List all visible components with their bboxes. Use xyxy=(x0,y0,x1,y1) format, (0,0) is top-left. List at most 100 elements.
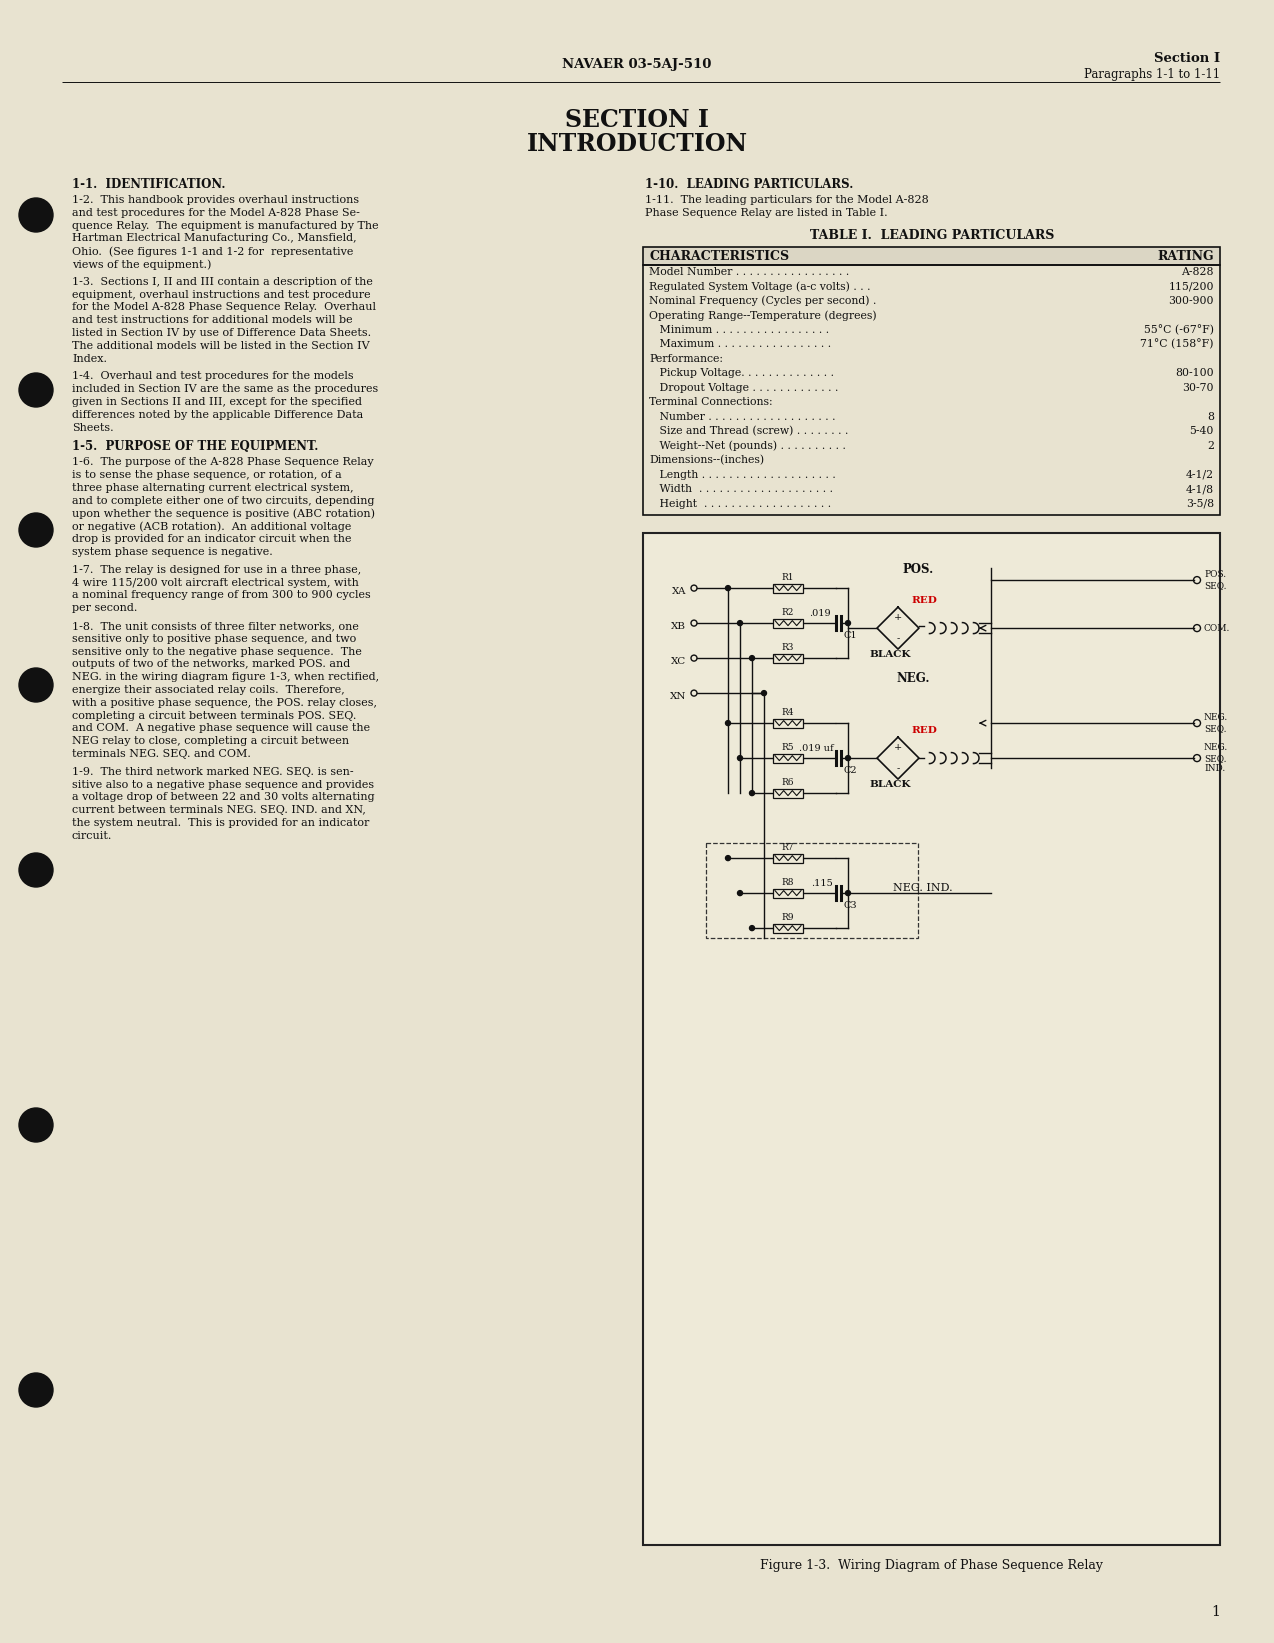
Text: NEG relay to close, completing a circuit between: NEG relay to close, completing a circuit… xyxy=(73,736,349,746)
Text: R7: R7 xyxy=(782,843,794,851)
Text: NEG. IND.: NEG. IND. xyxy=(893,882,953,894)
Text: 1-7.  The relay is designed for use in a three phase,: 1-7. The relay is designed for use in a … xyxy=(73,565,362,575)
Circle shape xyxy=(749,925,754,930)
Text: Model Number . . . . . . . . . . . . . . . . .: Model Number . . . . . . . . . . . . . .… xyxy=(648,266,850,276)
Text: NEG.: NEG. xyxy=(896,672,930,685)
Bar xyxy=(773,754,803,762)
Text: Operating Range--Temperature (degrees): Operating Range--Temperature (degrees) xyxy=(648,311,877,320)
Text: NEG.
SEQ.
IND.: NEG. SEQ. IND. xyxy=(1204,743,1228,772)
Text: R8: R8 xyxy=(782,877,794,887)
Text: current between terminals NEG. SEQ. IND. and XN,: current between terminals NEG. SEQ. IND.… xyxy=(73,805,366,815)
Text: R2: R2 xyxy=(782,608,794,616)
Bar xyxy=(773,718,803,728)
Bar xyxy=(773,789,803,797)
Circle shape xyxy=(19,1374,54,1406)
Circle shape xyxy=(762,690,767,695)
Circle shape xyxy=(725,856,730,861)
Text: Section I: Section I xyxy=(1154,53,1220,66)
Text: INTRODUCTION: INTRODUCTION xyxy=(526,131,748,156)
Text: Dropout Voltage . . . . . . . . . . . . .: Dropout Voltage . . . . . . . . . . . . … xyxy=(648,383,838,393)
Bar xyxy=(643,532,1220,1544)
Text: 71°C (158°F): 71°C (158°F) xyxy=(1140,338,1214,350)
Text: XC: XC xyxy=(670,657,685,665)
Text: sensitive only to positive phase sequence, and two: sensitive only to positive phase sequenc… xyxy=(73,634,357,644)
Text: 1-9.  The third network marked NEG. SEQ. is sen-: 1-9. The third network marked NEG. SEQ. … xyxy=(73,767,354,777)
Text: XN: XN xyxy=(670,692,685,700)
Circle shape xyxy=(19,853,54,887)
Text: C2: C2 xyxy=(843,766,856,775)
Text: NAVAER 03-5AJ-510: NAVAER 03-5AJ-510 xyxy=(562,58,712,71)
Text: A-828: A-828 xyxy=(1181,266,1214,276)
Text: R5: R5 xyxy=(782,743,794,751)
Circle shape xyxy=(749,790,754,795)
Text: SECTION I: SECTION I xyxy=(564,108,710,131)
Circle shape xyxy=(19,513,54,547)
Text: BLACK: BLACK xyxy=(869,651,911,659)
Text: Weight--Net (pounds) . . . . . . . . . .: Weight--Net (pounds) . . . . . . . . . . xyxy=(648,440,846,452)
Text: and COM.  A negative phase sequence will cause the: and COM. A negative phase sequence will … xyxy=(73,723,371,733)
Bar xyxy=(773,654,803,662)
Circle shape xyxy=(749,656,754,660)
Text: Ohio.  (See figures 1-1 and 1-2 for  representative: Ohio. (See figures 1-1 and 1-2 for repre… xyxy=(73,246,353,256)
Text: 2: 2 xyxy=(1206,440,1214,450)
Text: with a positive phase sequence, the POS. relay closes,: with a positive phase sequence, the POS.… xyxy=(73,698,377,708)
Text: Pickup Voltage. . . . . . . . . . . . . .: Pickup Voltage. . . . . . . . . . . . . … xyxy=(648,368,834,378)
Text: Figure 1-3.  Wiring Diagram of Phase Sequence Relay: Figure 1-3. Wiring Diagram of Phase Sequ… xyxy=(761,1559,1103,1572)
Text: -: - xyxy=(897,764,899,774)
Circle shape xyxy=(846,756,851,761)
Text: NEG.
SEQ.: NEG. SEQ. xyxy=(1204,713,1228,733)
Text: The additional models will be listed in the Section IV: The additional models will be listed in … xyxy=(73,340,369,352)
Circle shape xyxy=(19,199,54,232)
Text: +: + xyxy=(894,743,902,752)
Bar xyxy=(773,619,803,628)
Text: 8: 8 xyxy=(1206,412,1214,422)
Text: 1-6.  The purpose of the A-828 Phase Sequence Relay: 1-6. The purpose of the A-828 Phase Sequ… xyxy=(73,457,373,467)
Text: 1-5.  PURPOSE OF THE EQUIPMENT.: 1-5. PURPOSE OF THE EQUIPMENT. xyxy=(73,440,318,453)
Text: R1: R1 xyxy=(782,573,794,582)
Text: 1-2.  This handbook provides overhaul instructions: 1-2. This handbook provides overhaul ins… xyxy=(73,196,359,205)
Circle shape xyxy=(738,621,743,626)
Text: 55°C (-67°F): 55°C (-67°F) xyxy=(1144,325,1214,335)
Text: Width  . . . . . . . . . . . . . . . . . . . .: Width . . . . . . . . . . . . . . . . . … xyxy=(648,485,833,495)
Text: 30-70: 30-70 xyxy=(1182,383,1214,393)
Text: Paragraphs 1-1 to 1-11: Paragraphs 1-1 to 1-11 xyxy=(1084,67,1220,81)
Text: XB: XB xyxy=(671,621,685,631)
Text: XA: XA xyxy=(671,587,685,596)
Text: POS.
SEQ.: POS. SEQ. xyxy=(1204,570,1227,590)
Text: and test instructions for additional models will be: and test instructions for additional mod… xyxy=(73,315,353,325)
Text: Size and Thread (screw) . . . . . . . .: Size and Thread (screw) . . . . . . . . xyxy=(648,426,848,437)
Text: .019: .019 xyxy=(809,610,831,618)
Text: .115: .115 xyxy=(812,879,833,889)
Circle shape xyxy=(846,891,851,895)
Text: Phase Sequence Relay are listed in Table I.: Phase Sequence Relay are listed in Table… xyxy=(645,207,888,219)
Text: circuit.: circuit. xyxy=(73,831,112,841)
Text: CHARACTERISTICS: CHARACTERISTICS xyxy=(648,250,789,263)
Text: views of the equipment.): views of the equipment.) xyxy=(73,260,211,269)
Text: .019 uf: .019 uf xyxy=(799,744,833,752)
Text: TABLE I.  LEADING PARTICULARS: TABLE I. LEADING PARTICULARS xyxy=(810,228,1055,242)
Circle shape xyxy=(19,1107,54,1142)
Text: included in Section IV are the same as the procedures: included in Section IV are the same as t… xyxy=(73,384,378,394)
Text: 1-8.  The unit consists of three filter networks, one: 1-8. The unit consists of three filter n… xyxy=(73,621,359,631)
Bar xyxy=(643,265,1220,516)
Text: energize their associated relay coils.  Therefore,: energize their associated relay coils. T… xyxy=(73,685,345,695)
Text: NEG. in the wiring diagram figure 1-3, when rectified,: NEG. in the wiring diagram figure 1-3, w… xyxy=(73,672,380,682)
Text: Index.: Index. xyxy=(73,353,107,363)
Circle shape xyxy=(725,721,730,726)
Text: for the Model A-828 Phase Sequence Relay.  Overhaul: for the Model A-828 Phase Sequence Relay… xyxy=(73,302,376,312)
Text: 4-1/2: 4-1/2 xyxy=(1186,470,1214,480)
Bar xyxy=(706,843,919,938)
Text: 1-11.  The leading particulars for the Model A-828: 1-11. The leading particulars for the Mo… xyxy=(645,196,929,205)
Text: POS.: POS. xyxy=(902,564,934,577)
Text: RED: RED xyxy=(911,726,936,734)
Circle shape xyxy=(19,669,54,702)
Text: 1-3.  Sections I, II and III contain a description of the: 1-3. Sections I, II and III contain a de… xyxy=(73,276,373,288)
Text: Number . . . . . . . . . . . . . . . . . . .: Number . . . . . . . . . . . . . . . . .… xyxy=(648,412,836,422)
Text: R3: R3 xyxy=(782,642,794,652)
Circle shape xyxy=(19,373,54,407)
Circle shape xyxy=(738,891,743,895)
Text: 1-1.  IDENTIFICATION.: 1-1. IDENTIFICATION. xyxy=(73,177,225,191)
Text: Terminal Connections:: Terminal Connections: xyxy=(648,398,772,407)
Bar xyxy=(643,246,1220,265)
Text: Nominal Frequency (Cycles per second) .: Nominal Frequency (Cycles per second) . xyxy=(648,296,877,306)
